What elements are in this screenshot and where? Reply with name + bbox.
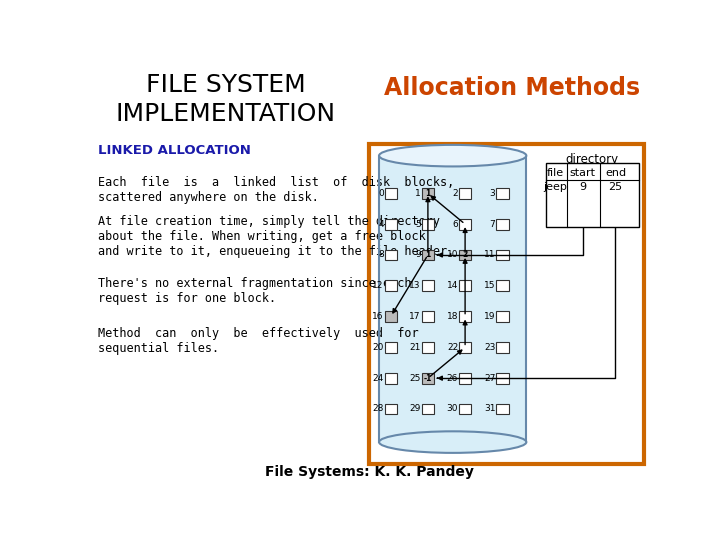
Bar [496,249,508,260]
Bar [422,280,434,291]
Bar [459,403,472,414]
Bar [459,188,472,199]
Bar [384,311,397,322]
Text: 13: 13 [410,281,421,291]
Bar [422,403,434,414]
Bar [496,403,508,414]
Text: 17: 17 [410,312,421,321]
Bar [384,219,397,230]
Text: 23: 23 [484,343,495,352]
Text: 1: 1 [426,251,431,260]
Text: 26: 26 [446,374,458,383]
Bar [422,249,434,260]
Text: File Systems: K. K. Pandey: File Systems: K. K. Pandey [264,465,474,479]
Text: 12: 12 [372,281,384,291]
Text: Method  can  only  be  effectively  used  for
sequential files.: Method can only be effectively used for … [98,327,418,355]
Text: 2: 2 [462,251,468,260]
Text: 31: 31 [484,404,495,414]
Bar [459,311,472,322]
Text: 10: 10 [446,251,458,260]
Text: 2: 2 [452,189,458,198]
Bar [496,373,508,383]
Text: 24: 24 [372,374,384,383]
Text: 8: 8 [378,251,384,260]
Text: 21: 21 [410,343,421,352]
Text: 14: 14 [446,281,458,291]
Text: 15: 15 [484,281,495,291]
Bar [369,144,644,464]
Bar [459,280,472,291]
Bar [384,280,397,291]
Text: 11: 11 [484,251,495,260]
Text: At file creation time, simply tell the directory
about the file. When writing, g: At file creation time, simply tell the d… [98,215,454,258]
Text: FILE SYSTEM
IMPLEMENTATION: FILE SYSTEM IMPLEMENTATION [116,72,336,126]
Text: 9: 9 [580,182,587,192]
Text: 1: 1 [415,189,421,198]
Text: 27: 27 [484,374,495,383]
Text: file: file [546,168,564,178]
Text: 25: 25 [410,374,421,383]
Bar [459,219,472,230]
Text: LINKED ALLOCATION: LINKED ALLOCATION [98,144,251,157]
Text: 18: 18 [446,312,458,321]
Text: 22: 22 [447,343,458,352]
Bar [384,342,397,353]
Bar [422,342,434,353]
Text: 3: 3 [490,189,495,198]
Bar [496,311,508,322]
Bar [384,249,397,260]
Bar [384,373,397,383]
Bar [384,188,397,199]
Text: 7: 7 [490,220,495,229]
Text: end: end [605,168,626,178]
Bar [422,373,434,383]
Text: Each  file  is  a  linked  list  of  disk  blocks,
scattered anywhere on the dis: Each file is a linked list of disk block… [98,177,454,205]
Text: start: start [570,168,596,178]
Text: 19: 19 [484,312,495,321]
Text: 20: 20 [372,343,384,352]
Text: Allocation Methods: Allocation Methods [384,76,640,100]
Bar [422,188,434,199]
Text: 9: 9 [415,251,421,260]
Bar [422,219,434,230]
Text: 30: 30 [446,404,458,414]
Bar [384,403,397,414]
Bar [496,219,508,230]
Bar [459,373,472,383]
Text: 1: 1 [426,189,431,198]
Bar [546,164,639,226]
Text: 28: 28 [372,404,384,414]
Bar [459,342,472,353]
Text: directory: directory [566,153,618,166]
Bar [496,280,508,291]
Text: 25: 25 [608,182,623,192]
Text: 6: 6 [452,220,458,229]
Text: 16: 16 [372,312,384,321]
Text: 5: 5 [415,220,421,229]
Text: 4: 4 [378,220,384,229]
Text: 29: 29 [410,404,421,414]
Text: 0: 0 [378,189,384,198]
Bar [496,188,508,199]
Text: There's no external fragmentation since each
request is for one block.: There's no external fragmentation since … [98,276,411,305]
Text: -1: -1 [423,374,432,383]
Bar [379,156,526,442]
Ellipse shape [379,145,526,166]
Ellipse shape [379,431,526,453]
Text: jeep: jeep [543,182,567,192]
Bar [496,342,508,353]
Bar [459,249,472,260]
Bar [422,311,434,322]
